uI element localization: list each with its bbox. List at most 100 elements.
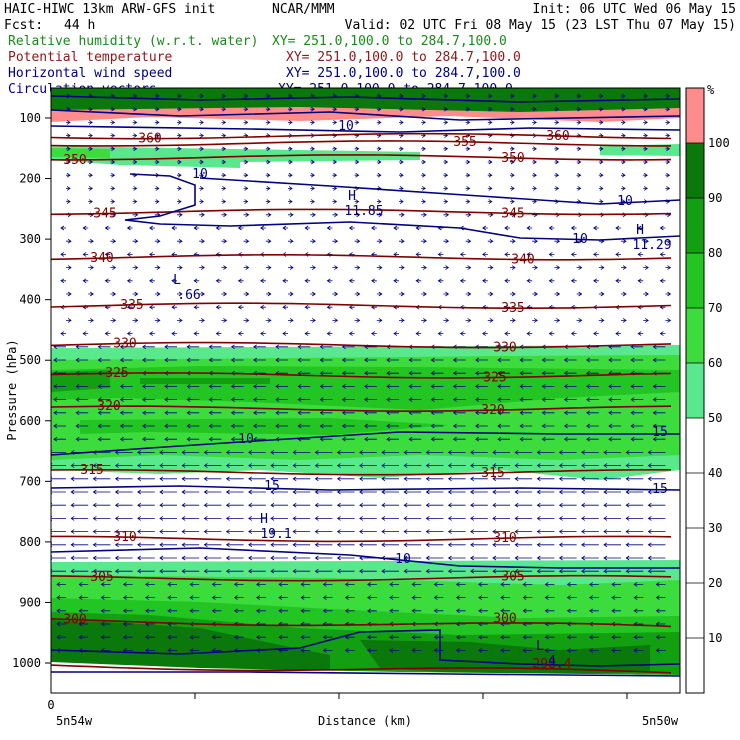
colorbar-tick-label: 10 [708, 631, 722, 645]
colorbar-tick-label: 60 [708, 356, 722, 370]
y-tick-label: 400 [19, 293, 41, 307]
theta-label: 300 [63, 612, 86, 627]
field-theta-xy: XY= 251.0,100.0 to 284.7,100.0 [286, 50, 521, 65]
extremum-type: L [173, 273, 181, 288]
colorbar-tick-label: 50 [708, 411, 722, 425]
colorbar-tick-label: 70 [708, 301, 722, 315]
y-tick-label: 100 [19, 111, 41, 125]
theta-label: 360 [546, 129, 569, 144]
valid-time: Valid: 02 UTC Fri 08 May 15 (23 LST Thu … [345, 18, 736, 33]
model-title: HAIC-HIWC 13km ARW-GFS init [4, 2, 215, 17]
theta-line [51, 208, 672, 216]
forecast-hours: 44 h [64, 18, 95, 33]
theta-line [51, 468, 671, 476]
org-label: NCAR/MMM [272, 2, 335, 17]
y-tick-label: 1000 [12, 656, 41, 670]
theta-label: 315 [481, 466, 504, 481]
wind-label: 10 [192, 167, 208, 182]
x-axis-label: Distance (km) [318, 714, 412, 728]
theta-label: 325 [483, 371, 506, 386]
wind-contour [51, 629, 680, 667]
wind-speed-contours [51, 95, 680, 677]
rh-region [51, 88, 680, 112]
y-tick-label: 500 [19, 353, 41, 367]
wind-label: 15 [264, 479, 280, 494]
wind-label: 10 [572, 232, 588, 247]
theta-label: 310 [493, 531, 516, 546]
plot-area: 360 360 355 350 350 345 345 340 340 335 335 330 330 3… [51, 88, 680, 693]
theta-label: 345 [501, 206, 524, 221]
wind-label: 10 [338, 119, 354, 134]
theta-label: 315 [80, 463, 103, 478]
colorbar-band [686, 253, 704, 308]
extremum-value: 19.1 [260, 527, 291, 542]
field-rh-xy: XY= 251.0,100.0 to 284.7,100.0 [272, 34, 507, 49]
rh-colorbar: % 10 20 30 40 50 60 70 80 90 100 [685, 83, 730, 694]
rh-region [51, 620, 330, 672]
theta-label: 350 [501, 151, 524, 166]
theta-label: 350 [63, 153, 86, 168]
theta-label: 300 [493, 611, 516, 626]
x-tick-zero: 0 [47, 698, 54, 712]
y-tick-label: 800 [19, 535, 41, 549]
rh-region [140, 378, 270, 384]
wind-contour [51, 109, 680, 121]
theta-label: 340 [90, 251, 113, 266]
plot-frame [50, 87, 681, 694]
rh-region [600, 144, 680, 156]
extremum-value: 11.85 [344, 204, 383, 219]
theta-label: 305 [90, 570, 113, 585]
theta-line [51, 341, 672, 349]
colorbar-tick-label: 20 [708, 576, 722, 590]
wind-contour [199, 177, 680, 205]
theta-line [51, 302, 672, 310]
x-left-endpoint: 5n54w [56, 714, 93, 728]
extremum-type: H [636, 223, 644, 238]
theta-contours [51, 132, 672, 674]
theta-line [51, 405, 672, 413]
field-theta-name: Potential temperature [8, 50, 173, 65]
y-tick-label: 700 [19, 474, 41, 488]
colorbar-tick-label: 30 [708, 521, 722, 535]
theta-line [51, 372, 672, 379]
y-tick-label: 300 [19, 232, 41, 246]
forecast-label: Fcst: [4, 18, 43, 33]
rh-region [360, 640, 650, 676]
wind-label: 10 [395, 552, 411, 567]
x-right-endpoint: 5n50w [642, 714, 679, 728]
colorbar-band [686, 528, 704, 583]
contour-labels: 360 360 355 350 350 345 345 340 340 335 335 330 330 3… [63, 119, 671, 672]
theta-label: 320 [481, 403, 504, 418]
colorbar-tick-label: 100 [708, 136, 730, 150]
colorbar-band [686, 418, 704, 473]
wind-contour [51, 671, 680, 677]
colorbar-band [686, 473, 704, 528]
theta-line [51, 535, 672, 543]
theta-label: 320 [97, 399, 120, 414]
y-tick-label: 200 [19, 172, 41, 186]
wind-contour [51, 547, 680, 569]
colorbar-band [686, 638, 704, 693]
y-axis-label: Pressure (hPa) [5, 339, 19, 440]
theta-label: 325 [105, 366, 128, 381]
wind-label: 15 [652, 482, 668, 497]
y-tick-label: 600 [19, 414, 41, 428]
extremum-type: L [536, 639, 544, 654]
extremum-value: 11.29 [632, 238, 671, 253]
field-wind-name: Horizontal wind speed [8, 66, 172, 81]
extremum-value: 4 [548, 654, 556, 669]
wind-contour [124, 173, 680, 241]
colorbar-band [686, 143, 704, 198]
theta-label: 298.4 [532, 657, 571, 672]
colorbar-tick-label: 40 [708, 466, 722, 480]
field-wind-xy: XY= 251.0,100.0 to 284.7,100.0 [286, 66, 521, 81]
axes: 100 200 300 400 500 600 700 800 900 1000 [12, 111, 628, 699]
wind-contour [51, 125, 680, 133]
rh-region [80, 418, 450, 435]
extremum-type: H [260, 512, 268, 527]
theta-label: 310 [113, 530, 136, 545]
wind-label: 10 [238, 432, 254, 447]
theta-line [51, 618, 672, 628]
field-rh-name: Relative humidity (w.r.t. water) [8, 34, 258, 49]
